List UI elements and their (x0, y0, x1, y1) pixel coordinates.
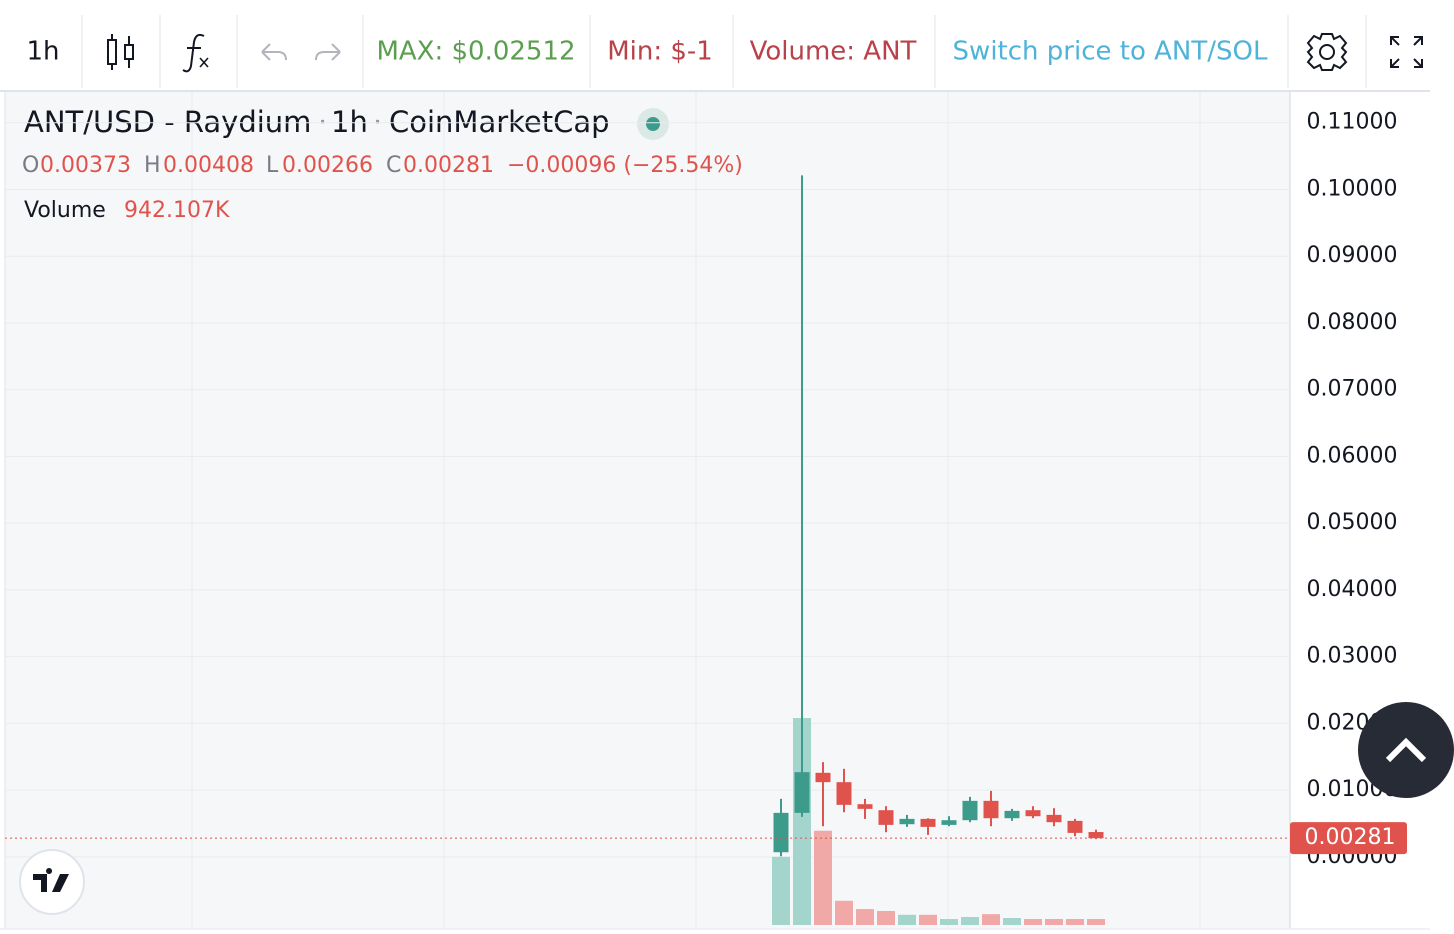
volume-bar (1087, 918, 1105, 925)
status-dot (646, 117, 660, 131)
candle-body (962, 800, 978, 821)
candles-icon[interactable] (107, 34, 134, 70)
l-value: 0.00266 (282, 153, 373, 178)
candle-body (794, 772, 810, 813)
candle-body (836, 782, 852, 805)
switch-button[interactable]: Switch price to ANT/SOL (953, 37, 1268, 67)
indicators-icon[interactable] (182, 33, 209, 73)
volume-bar (982, 914, 1000, 925)
candle-body (1088, 832, 1104, 839)
plot-area (5, 92, 1290, 928)
volume-bar (898, 914, 916, 925)
y-tick-label: 0.05000 (1307, 510, 1398, 535)
change: −0.00096 (−25.54%) (507, 153, 743, 178)
min-button[interactable]: Min: $-1 (607, 37, 713, 67)
legend-interval: 1h (331, 105, 368, 139)
candle-body (1025, 810, 1041, 817)
volume-value: 942.107K (124, 198, 230, 223)
volume-bar (814, 830, 832, 925)
vertical-grid (191, 92, 1201, 928)
symbol: ANT/USD - Raydium (24, 105, 311, 139)
interval-button[interactable]: 1h (26, 37, 59, 67)
dot: · (373, 105, 382, 139)
volume-bar (1045, 919, 1063, 925)
volume-bar (793, 718, 811, 925)
volume-bar (877, 910, 895, 925)
candle-body (878, 810, 894, 825)
volume-button[interactable]: Volume: ANT (750, 37, 917, 67)
candle-body (920, 818, 936, 827)
legend-source: CoinMarketCap (389, 105, 610, 139)
volume-bar (961, 916, 979, 925)
h-label: H (144, 153, 161, 178)
fullscreen-icon[interactable] (1390, 36, 1423, 68)
candle-body (815, 772, 831, 783)
y-tick-label: 0.06000 (1307, 443, 1398, 468)
l-label: L (266, 153, 279, 178)
volume-bar (1066, 919, 1084, 925)
volume-label: Volume (24, 198, 106, 223)
volume-bar (919, 914, 937, 925)
candle-body (773, 812, 789, 853)
o-label: O (22, 153, 39, 178)
toolbar-separators (81, 15, 1367, 88)
scroll-top-button[interactable] (1358, 702, 1454, 798)
candle-body (899, 818, 915, 825)
candle-body (983, 800, 999, 819)
dot: · (318, 105, 327, 139)
volume-bar (856, 909, 874, 925)
last-price-box (1290, 822, 1407, 855)
y-tick-label: 0.10000 (1307, 176, 1398, 201)
c-value: 0.00281 (403, 153, 494, 178)
o-value: 0.00373 (40, 153, 131, 178)
volume-bar (1003, 917, 1021, 925)
y-tick-label: 0.04000 (1307, 577, 1398, 602)
candle-body (1067, 820, 1083, 833)
plot: 0.11000 0.10000 0.09000 0.08000 0.07000 0.060… (5, 110, 1407, 925)
y-tick-label: 0.07000 (1307, 377, 1398, 402)
y-tick-label: 0.09000 (1307, 243, 1398, 268)
candle-body (1046, 814, 1062, 823)
y-tick-label: 0.11000 (1307, 110, 1398, 135)
h-value: 0.00408 (163, 153, 254, 178)
volume-bar (772, 856, 790, 925)
last-price-label: 0.00281 (1305, 825, 1396, 850)
candle-body (1004, 810, 1020, 819)
volume-bar (940, 919, 958, 925)
candle-body (941, 820, 957, 825)
undo-redo[interactable] (261, 43, 341, 61)
volume-bar (835, 900, 853, 925)
volume-bar (1024, 919, 1042, 925)
c-label: C (386, 153, 401, 178)
max-button[interactable]: MAX: $0.02512 (376, 37, 575, 67)
tv-logo[interactable] (19, 849, 85, 915)
y-tick-label: 0.08000 (1307, 310, 1398, 335)
y-tick-label: 0.03000 (1307, 644, 1398, 669)
settings-icon[interactable] (1306, 33, 1348, 71)
candle-body (857, 804, 873, 809)
